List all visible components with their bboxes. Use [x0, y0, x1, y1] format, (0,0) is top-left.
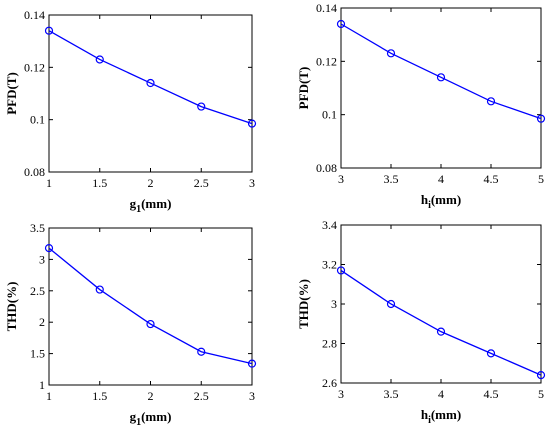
- y-tick-label: 0.14: [316, 1, 337, 15]
- y-tick-label: 0.1: [30, 113, 45, 127]
- y-tick-label: 3.5: [30, 221, 45, 235]
- data-point-marker: [95, 285, 104, 294]
- x-axis-label-subscript: i: [428, 200, 431, 211]
- data-point-marker: [247, 359, 257, 368]
- data-point-marker: [146, 78, 155, 88]
- y-tick-label: 0.08: [316, 161, 337, 175]
- x-tick-label: 3: [338, 387, 344, 401]
- data-point-marker: [197, 102, 206, 111]
- y-tick-label: 0.08: [24, 165, 45, 179]
- plot-frame: [340, 7, 542, 169]
- x-tick-label: 3: [338, 172, 344, 186]
- x-axis-label: g1(mm): [130, 409, 172, 426]
- y-tick-label: 3: [39, 252, 45, 266]
- data-point-marker: [386, 49, 396, 58]
- data-point-marker: [44, 26, 54, 35]
- chart-4: 3 3.5 4 4.5 5 2.6 2.8 3 3.2 3.4 hi(mm) THD(%): [296, 218, 546, 426]
- y-axis-label: THD(%): [4, 282, 19, 332]
- data-point-marker: [486, 97, 496, 106]
- y-tick-label: 1: [39, 378, 45, 392]
- x-tick-label: 1: [46, 176, 52, 190]
- x-axis-label-main: g: [130, 409, 137, 424]
- x-tick-label: 1: [46, 389, 52, 403]
- x-tick-label: 3.5: [384, 387, 399, 401]
- data-point-marker: [336, 19, 346, 29]
- data-point-marker: [386, 299, 396, 309]
- data-point-marker: [436, 327, 446, 336]
- y-tick-label: 0.1: [322, 108, 337, 122]
- series-line: [48, 30, 253, 125]
- y-tick-label: 0.14: [24, 8, 45, 22]
- y-axis-label: THD(%): [296, 279, 311, 329]
- data-point-marker: [436, 73, 446, 82]
- x-tick-label: 2: [148, 176, 154, 190]
- data-point-marker: [536, 371, 546, 380]
- chart-2: 3 3.5 4 4.5 5 0.08 0.1 0.12 0.14 hi(mm) PFD(T): [296, 1, 546, 211]
- series-line: [48, 247, 253, 365]
- y-tick-label: 3: [331, 297, 337, 311]
- data-point-marker: [95, 55, 104, 64]
- series-line: [340, 23, 542, 120]
- x-axis-label-main: h: [421, 407, 429, 422]
- x-tick-label: 1.5: [92, 176, 107, 190]
- y-tick-label: 3.4: [322, 218, 337, 232]
- x-tick-label: 2: [148, 389, 154, 403]
- x-axis-label-unit: (mm): [141, 196, 171, 211]
- y-axis-label: PFD(T): [4, 72, 19, 115]
- y-tick-label: 2.5: [30, 284, 45, 298]
- x-tick-label: 4.5: [484, 387, 499, 401]
- series-line: [340, 269, 542, 376]
- x-axis-label-main: g: [130, 196, 137, 211]
- data-point-marker: [486, 349, 496, 358]
- x-axis-label: hi(mm): [421, 407, 461, 426]
- y-axis-label: PFD(T): [296, 67, 311, 110]
- x-tick-label: 1.5: [92, 389, 107, 403]
- chart-3: 1 1.5 2 2.5 311.522.533.5g1(mm)THD(%): [4, 221, 257, 426]
- x-axis-label: hi(mm): [421, 192, 461, 211]
- x-axis-label-subscript: i: [428, 415, 431, 426]
- y-tick-label: 2.6: [322, 376, 337, 390]
- x-tick-label: 4.5: [484, 172, 499, 186]
- x-tick-label: 5: [538, 172, 544, 186]
- x-axis-label-main: h: [421, 192, 429, 207]
- x-axis-label-unit: (mm): [431, 192, 461, 207]
- plot-frame: [48, 14, 253, 173]
- x-tick-label: 3.5: [384, 172, 399, 186]
- data-point-marker: [197, 347, 206, 356]
- y-tick-label: 3.2: [322, 258, 337, 272]
- x-tick-label: 4: [438, 172, 444, 186]
- plot-frame: [340, 224, 542, 384]
- x-axis-label: g1(mm): [130, 196, 172, 215]
- data-point-marker: [247, 119, 257, 128]
- y-tick-label: 1.5: [30, 347, 45, 361]
- x-axis-label-subscript: 1: [136, 417, 141, 426]
- data-point-marker: [44, 243, 54, 253]
- x-tick-label: 2.5: [194, 389, 209, 403]
- x-tick-label: 5: [538, 387, 544, 401]
- data-point-marker: [146, 319, 155, 329]
- x-tick-label: 3: [249, 389, 255, 403]
- x-axis-label-subscript: 1: [136, 204, 141, 215]
- x-tick-label: 3: [249, 176, 255, 190]
- data-point-marker: [536, 114, 546, 123]
- y-tick-label: 0.12: [24, 60, 45, 74]
- x-tick-label: 2.5: [194, 176, 209, 190]
- data-point-marker: [336, 266, 346, 275]
- plot-frame: [48, 227, 253, 386]
- y-tick-label: 2.8: [322, 337, 337, 351]
- y-tick-label: 2: [39, 315, 45, 329]
- x-axis-label-unit: (mm): [431, 407, 461, 422]
- x-tick-label: 4: [438, 387, 444, 401]
- x-axis-label-unit: (mm): [141, 409, 171, 424]
- y-tick-label: 0.12: [316, 54, 337, 68]
